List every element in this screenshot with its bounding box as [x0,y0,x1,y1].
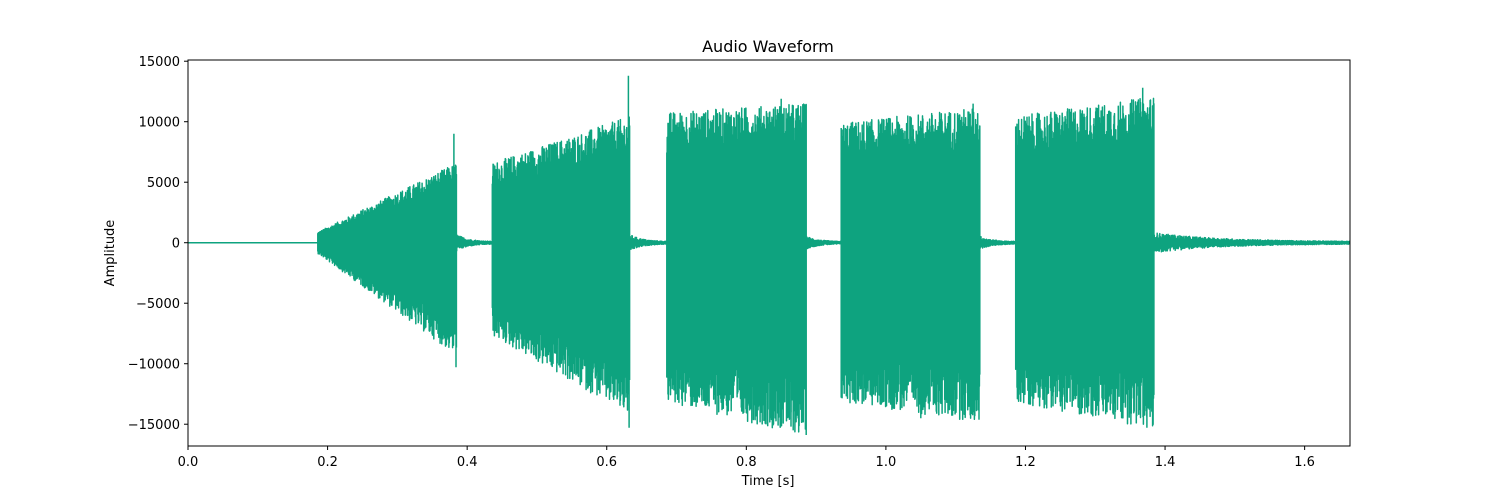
plot-area [187,59,1351,447]
y-tick-label: −5000 [136,297,180,312]
x-axis-label: Time [s] [741,474,795,489]
y-axis: −15000 −10000 −5000 0 5000 10000 15000 [128,55,188,433]
y-axis-label: Amplitude [103,220,118,287]
x-tick-label: 0.4 [457,455,478,470]
y-tick-label: −10000 [128,358,180,373]
y-tick-label: 15000 [139,55,180,70]
y-tick-label: 10000 [139,116,180,131]
chart-title: Audio Waveform [702,37,834,56]
waveform-series [188,75,1350,435]
waveform-line [188,75,1350,435]
x-axis: 0.0 0.2 0.4 0.6 0.8 1.0 1.2 1.4 1.6 [178,446,1315,470]
x-tick-label: 1.4 [1155,455,1176,470]
y-tick-label: 5000 [147,176,180,191]
x-tick-label: 0.0 [178,455,199,470]
y-tick-label: −15000 [128,418,180,433]
x-tick-label: 1.2 [1015,455,1036,470]
x-tick-label: 0.2 [317,455,338,470]
x-tick-label: 0.8 [736,455,757,470]
x-tick-label: 0.6 [596,455,617,470]
plot-frame [187,59,1351,447]
x-tick-label: 1.0 [876,455,897,470]
x-tick-label: 1.6 [1294,455,1315,470]
y-tick-label: 0 [172,237,180,252]
